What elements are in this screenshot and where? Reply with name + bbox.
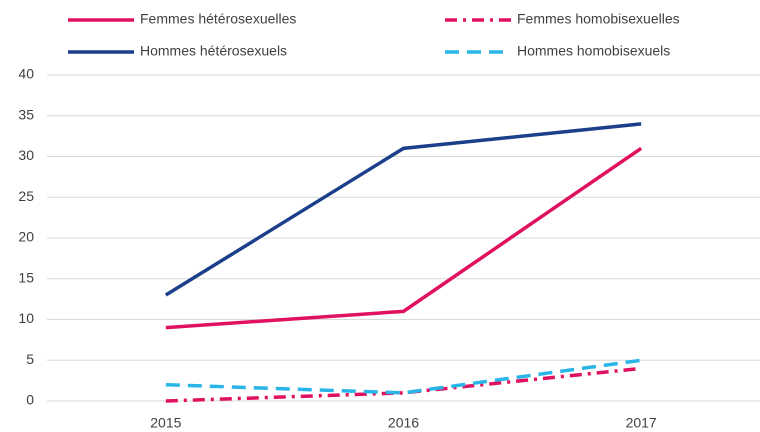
series-line	[165, 358, 642, 395]
y-tick-label: 5	[26, 351, 34, 367]
legend-label: Femmes hétérosexuelles	[140, 11, 296, 27]
y-tick-label: 15	[18, 269, 34, 285]
legend-label: Femmes homobisexuelles	[517, 11, 680, 27]
y-tick-label: 25	[18, 188, 34, 204]
x-tick-label: 2017	[626, 415, 657, 431]
series-line	[165, 146, 643, 330]
series-line	[165, 366, 642, 403]
y-tick-label: 30	[18, 147, 34, 163]
x-tick-label: 2015	[150, 415, 181, 431]
y-tick-label: 35	[18, 106, 34, 122]
legend-label: Hommes homobisexuels	[517, 43, 670, 59]
x-tick-label: 2016	[388, 415, 419, 431]
legend-label: Hommes hétérosexuels	[140, 43, 287, 59]
y-tick-label: 20	[18, 229, 34, 245]
y-tick-label: 10	[18, 310, 34, 326]
y-tick-label: 0	[26, 392, 34, 408]
y-tick-label: 40	[18, 66, 34, 82]
series-line	[164, 122, 642, 297]
